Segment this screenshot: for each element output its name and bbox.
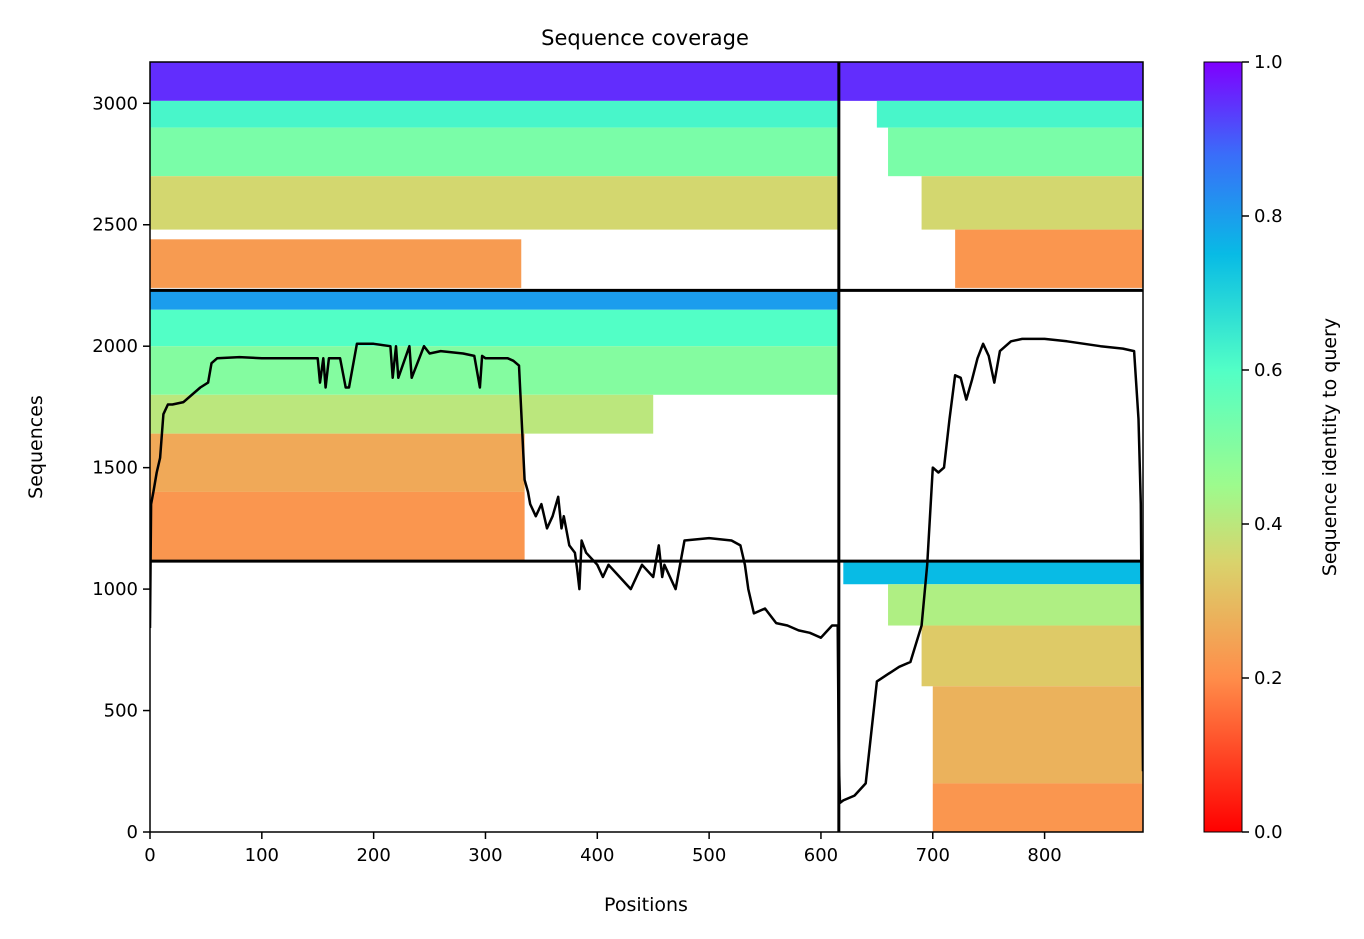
x-tick-label: 0	[144, 845, 155, 866]
heatmap-band	[150, 309, 839, 347]
heatmap-band	[838, 62, 1143, 101]
chart-title: Sequence coverage	[541, 26, 749, 50]
x-tick-label: 500	[692, 845, 726, 866]
y-tick-label: 2500	[92, 215, 138, 236]
heatmap-band	[888, 127, 1143, 177]
x-tick-label: 700	[916, 845, 950, 866]
heatmap-band	[150, 290, 839, 310]
colorbar-tick-label: 0.0	[1254, 822, 1283, 843]
y-tick-label: 0	[127, 822, 138, 843]
heatmap-band	[150, 239, 522, 288]
x-tick-label: 600	[804, 845, 838, 866]
colorbar	[1203, 61, 1243, 833]
y-axis-label: Sequences	[25, 395, 47, 499]
coverage-line-group	[150, 337, 1143, 805]
heatmap-band	[932, 686, 1143, 784]
heatmap-band	[921, 176, 1143, 230]
colorbar-label: Sequence identity to query	[1319, 318, 1341, 576]
x-axis-label: Positions	[604, 894, 688, 916]
y-tick-label: 3000	[92, 93, 138, 114]
heatmap-band	[150, 491, 525, 562]
heatmap-band	[150, 100, 839, 128]
x-tick-label: 300	[468, 845, 502, 866]
colorbar-tick-label: 0.8	[1254, 206, 1283, 227]
colorbar-tick-label: 1.0	[1254, 52, 1283, 73]
x-tick-label: 200	[356, 845, 390, 866]
y-axis-ticks: 0 500 1000 1500 2000 2500 3000	[92, 93, 150, 843]
heatmap-band	[876, 100, 1143, 128]
heatmap-band	[150, 433, 525, 492]
heatmap-band	[150, 62, 839, 101]
x-axis-ticks: 0 100 200 300 400 500 600 700 800	[144, 832, 1062, 866]
heatmap-band	[150, 346, 839, 395]
heatmap-band	[843, 561, 1143, 585]
y-tick-label: 2000	[92, 336, 138, 357]
coverage-heatmap	[150, 62, 1143, 832]
coverage-line	[150, 337, 1143, 805]
colorbar-tick-label: 0.6	[1254, 360, 1283, 381]
heatmap-band	[921, 625, 1143, 687]
x-tick-label: 800	[1027, 845, 1061, 866]
heatmap-band	[955, 229, 1143, 288]
colorbar-tick-label: 0.2	[1254, 668, 1283, 689]
heatmap-band	[150, 176, 839, 230]
x-tick-label: 400	[580, 845, 614, 866]
heatmap-band	[888, 584, 1143, 626]
heatmap-band	[150, 127, 839, 177]
x-tick-label: 100	[245, 845, 279, 866]
heatmap-band	[150, 394, 654, 434]
plot-frame	[149, 61, 1144, 833]
y-tick-label: 500	[104, 701, 138, 722]
y-tick-label: 1500	[92, 458, 138, 479]
heatmap-band	[932, 783, 1143, 832]
y-tick-label: 1000	[92, 579, 138, 600]
colorbar-ticks: 0.0 0.2 0.4 0.6 0.8 1.0	[1242, 52, 1283, 843]
colorbar-tick-label: 0.4	[1254, 514, 1283, 535]
